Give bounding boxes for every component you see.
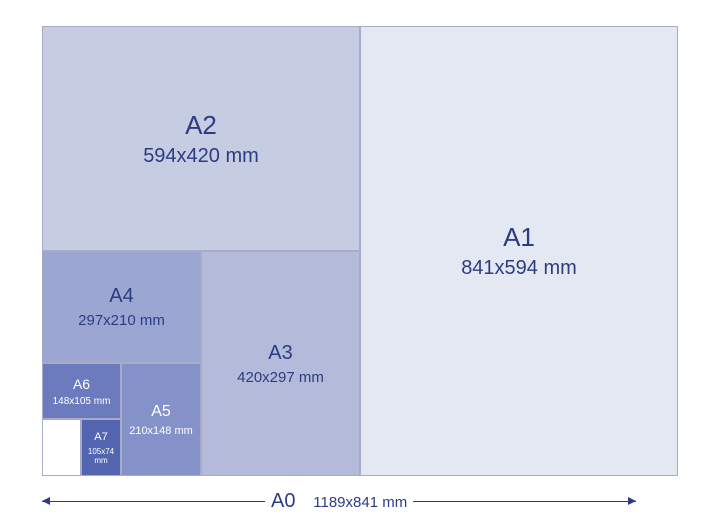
paper-a5: A5 210x148 mm	[121, 363, 201, 476]
paper-a8	[42, 419, 81, 476]
paper-a5-dim: 210x148 mm	[129, 425, 193, 437]
a0-dimension-line: A0 1189x841 mm	[42, 490, 678, 513]
paper-a4: A4 297x210 mm	[42, 251, 201, 363]
paper-a3-dim: 420x297 mm	[237, 369, 324, 386]
paper-a1: A1 841x594 mm	[360, 26, 678, 476]
paper-a1-label: A1	[503, 222, 535, 253]
paper-a4-dim: 297x210 mm	[78, 312, 165, 329]
a0-dim: 1189x841 mm	[313, 494, 407, 511]
paper-a2: A2 594x420 mm	[42, 26, 360, 251]
paper-a1-dim: 841x594 mm	[461, 257, 577, 280]
paper-a7-dim: 105x74 mm	[82, 447, 120, 465]
paper-a2-dim: 594x420 mm	[143, 145, 259, 168]
paper-a7-label: A7	[94, 431, 107, 443]
paper-a4-label: A4	[109, 285, 133, 308]
arrow-left-icon	[42, 501, 265, 502]
paper-a5-label: A5	[151, 403, 171, 421]
paper-a6-dim: 148x105 mm	[53, 396, 111, 407]
paper-a6-label: A6	[73, 376, 90, 392]
paper-a7: A7 105x74 mm	[81, 419, 121, 476]
paper-a3: A3 420x297 mm	[201, 251, 360, 476]
paper-size-diagram: A1 841x594 mm A2 594x420 mm A3 420x297 m…	[42, 26, 678, 476]
arrow-right-icon	[413, 501, 636, 502]
paper-a6: A6 148x105 mm	[42, 363, 121, 419]
a0-name: A0	[271, 490, 295, 512]
paper-a2-label: A2	[185, 110, 217, 141]
a0-label: A0 1189x841 mm	[265, 490, 413, 513]
paper-a3-label: A3	[268, 342, 292, 365]
